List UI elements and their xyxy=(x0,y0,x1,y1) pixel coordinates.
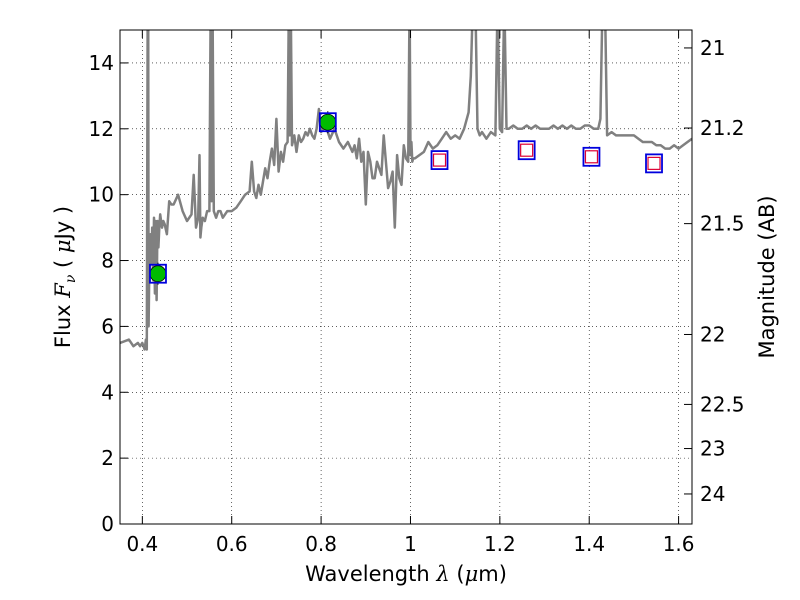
model-point-box xyxy=(582,146,601,167)
x-tick-label: 1.4 xyxy=(573,532,605,556)
x-axis-title: Wavelength λ (μm) xyxy=(305,562,507,586)
photometry-point xyxy=(149,265,167,283)
plot-area xyxy=(120,30,692,524)
y2-tick-label: 22 xyxy=(700,322,725,346)
upper-limit-marker xyxy=(432,153,447,167)
y-tick-label: 4 xyxy=(101,380,114,404)
y-tick-label: 8 xyxy=(101,249,114,273)
y2-tick-label: 21.2 xyxy=(700,116,745,140)
upper-limit-marker xyxy=(520,143,534,157)
y-tick-label: 10 xyxy=(89,183,114,207)
upper-limit-marker xyxy=(647,156,661,170)
x-tick-label: 0.8 xyxy=(305,532,337,556)
y-tick-label: 2 xyxy=(101,446,114,470)
spectrum-line xyxy=(120,30,692,351)
model-point-box xyxy=(318,112,337,133)
y-tick-label: 14 xyxy=(89,51,114,75)
model-point-box xyxy=(517,140,536,161)
y2-tick-label: 23 xyxy=(700,437,725,461)
photometry-point xyxy=(319,113,337,131)
model-points xyxy=(149,112,663,284)
ticks xyxy=(120,30,692,525)
x-tick-label: 1.2 xyxy=(484,532,516,556)
model-point-box xyxy=(149,263,167,284)
y2-tick-label: 21.5 xyxy=(700,212,745,236)
y-tick-label: 12 xyxy=(89,117,114,141)
y2-tick-labels: 21 21.2 21.5 22 22.5 23 24 xyxy=(700,36,745,506)
model-point-box xyxy=(430,150,449,170)
y-tick-label: 0 xyxy=(101,512,114,536)
y-axis-title: Flux Fν ( μJy ) xyxy=(51,206,79,348)
x-tick-label: 1 xyxy=(404,532,417,556)
y-tick-labels: 0 2 4 6 8 10 12 14 xyxy=(89,51,114,536)
model-point-box xyxy=(645,153,663,174)
y2-tick-label: 21 xyxy=(700,36,725,60)
plot-frame xyxy=(119,29,693,525)
y2-axis-title: Magnitude (AB) xyxy=(755,195,779,358)
x-tick-label: 0.6 xyxy=(216,532,248,556)
y2-tick-label: 22.5 xyxy=(700,392,745,416)
x-tick-labels: 0.4 0.6 0.8 1 1.2 1.4 1.6 xyxy=(126,532,694,556)
y-tick-label: 6 xyxy=(101,314,114,338)
x-tick-label: 1.6 xyxy=(663,532,695,556)
x-tick-label: 0.4 xyxy=(126,532,158,556)
y2-tick-label: 24 xyxy=(700,482,725,506)
upper-limit-marker xyxy=(584,150,599,164)
